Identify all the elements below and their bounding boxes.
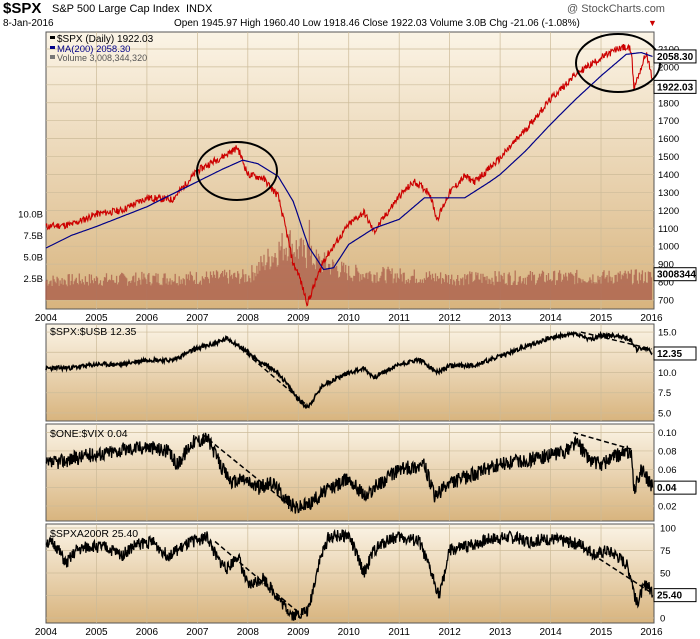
- usb-y-tick: 10.0: [658, 368, 677, 379]
- bottom-x-tick: 2014: [539, 627, 562, 638]
- bottom-x-tick: 2006: [136, 627, 159, 638]
- ma-value-label: 2058.30: [657, 52, 694, 63]
- vix-y-tick: 0.08: [658, 446, 677, 457]
- vix-panel: [45, 423, 655, 522]
- highlight-circle-2007: [196, 141, 278, 201]
- volume-tick: 7.5B: [23, 231, 43, 242]
- symbol: $SPX: [3, 0, 42, 17]
- price-y-tick: 1600: [658, 134, 679, 145]
- price-panel: [45, 31, 655, 310]
- price-x-tick: 2007: [186, 313, 209, 324]
- bottom-x-tick: 2004: [35, 627, 58, 638]
- down-arrow-icon: ▼: [648, 18, 657, 28]
- price-y-tick: 1300: [658, 188, 679, 199]
- bottom-x-tick: 2010: [338, 627, 361, 638]
- usb-trend-line: [580, 331, 652, 350]
- price-y-tick: 1200: [658, 206, 679, 217]
- price-y-tick: 700: [658, 296, 674, 307]
- price-x-tick: 2008: [237, 313, 260, 324]
- ma-value-box: [653, 49, 697, 64]
- breadth-y-tick: 50: [660, 569, 671, 580]
- ma200-line: [45, 51, 653, 271]
- usb-y-tick: 5.0: [658, 408, 671, 419]
- price-x-tick: 2010: [338, 313, 361, 324]
- bottom-x-tick: 2016: [640, 627, 663, 638]
- usb-trend-line: [239, 347, 309, 408]
- price-y-tick: 2000: [658, 62, 679, 73]
- bottom-x-tick: 2005: [85, 627, 108, 638]
- vix-panel-title: $ONE:$VIX 0.04: [50, 428, 128, 440]
- bottom-x-tick: 2015: [590, 627, 613, 638]
- price-y-tick: 1500: [658, 152, 679, 163]
- security-name: S&P 500 Large Cap Index: [52, 3, 180, 15]
- bottom-x-tick: 2008: [237, 627, 260, 638]
- usb-series-line: [45, 330, 653, 409]
- legend-volume: Volume 3,008,344,320: [57, 53, 147, 63]
- breadth-trend-line: [214, 540, 302, 615]
- usb-panel-title: $SPX:$USB 12.35: [50, 326, 137, 338]
- chart-header: $SPX S&P 500 Large Cap Index INDX @ Stoc…: [0, 0, 700, 32]
- breadth-value-box: [653, 588, 697, 603]
- price-x-tick: 2014: [539, 313, 562, 324]
- legend-volume-swatch: [50, 55, 55, 59]
- volume-tick: 10.0B: [18, 210, 43, 221]
- breadth-panel-title: $SPXA200R 25.40: [50, 528, 138, 540]
- price-y-tick: 1800: [658, 98, 679, 109]
- price-y-tick: 900: [658, 260, 674, 271]
- bottom-x-tick: 2011: [388, 627, 410, 638]
- price-x-tick: 2013: [489, 313, 512, 324]
- usb-value-box: [653, 346, 697, 361]
- breadth-y-tick: 0: [660, 614, 665, 625]
- price-y-tick: 800: [658, 278, 674, 289]
- quote-line: Open 1945.97 High 1960.40 Low 1918.46 Cl…: [174, 18, 580, 29]
- price-y-tick: 1000: [658, 242, 679, 253]
- price-value-box: [653, 79, 697, 94]
- breadth-trend-line: [565, 536, 652, 594]
- bottom-x-tick: 2009: [287, 627, 310, 638]
- bottom-x-tick: 2012: [439, 627, 462, 638]
- vix-trend-line: [201, 433, 292, 507]
- price-x-tick: 2005: [85, 313, 108, 324]
- exchange: INDX: [186, 3, 213, 15]
- volume-tick: 5.0B: [23, 253, 43, 264]
- bottom-x-tick: 2007: [186, 627, 209, 638]
- price-y-tick: 1100: [658, 224, 678, 235]
- vix-y-tick: 0.06: [658, 465, 677, 476]
- bottom-x-tick: 2013: [489, 627, 512, 638]
- usb-y-tick: 7.5: [658, 388, 671, 399]
- date: 8-Jan-2016: [3, 18, 54, 29]
- volume-tick: 2.5B: [23, 274, 43, 285]
- breadth-y-tick: 100: [660, 524, 676, 535]
- vix-series-line: [45, 432, 654, 514]
- price-value-label: 1922.03: [657, 82, 694, 93]
- legend-ma-swatch: [50, 46, 55, 49]
- price-y-tick: 1400: [658, 170, 679, 181]
- credit: @ StockCharts.com: [567, 3, 665, 15]
- legend-price-swatch: [50, 36, 55, 39]
- usb-value-label: 12.35: [657, 349, 682, 360]
- price-x-tick: 2012: [439, 313, 462, 324]
- breadth-y-tick: 75: [660, 546, 671, 557]
- price-x-tick: 2015: [590, 313, 613, 324]
- price-x-tick: 2016: [640, 313, 663, 324]
- price-x-tick: 2011: [388, 313, 410, 324]
- volume-value-label: 3008344: [657, 270, 696, 281]
- usb-y-tick: 15.0: [658, 328, 677, 339]
- vix-value-label: 0.04: [657, 483, 677, 494]
- price-x-tick: 2009: [287, 313, 310, 324]
- vix-y-tick: 0.02: [658, 501, 677, 512]
- breadth-value-label: 25.40: [657, 591, 682, 602]
- price-series-line: [45, 43, 653, 307]
- price-y-tick: 1700: [658, 116, 679, 127]
- breadth-series-line: [45, 528, 654, 621]
- price-x-tick: 2006: [136, 313, 159, 324]
- volume-value-box: [653, 267, 697, 282]
- vix-trend-line: [573, 431, 632, 450]
- price-x-tick: 2004: [35, 313, 58, 324]
- vix-value-box: [653, 480, 697, 495]
- vix-y-tick: 0.10: [658, 428, 677, 439]
- legend-price: $SPX (Daily) 1922.03: [57, 34, 154, 45]
- legend-ma: MA(200) 2058.30: [57, 44, 130, 55]
